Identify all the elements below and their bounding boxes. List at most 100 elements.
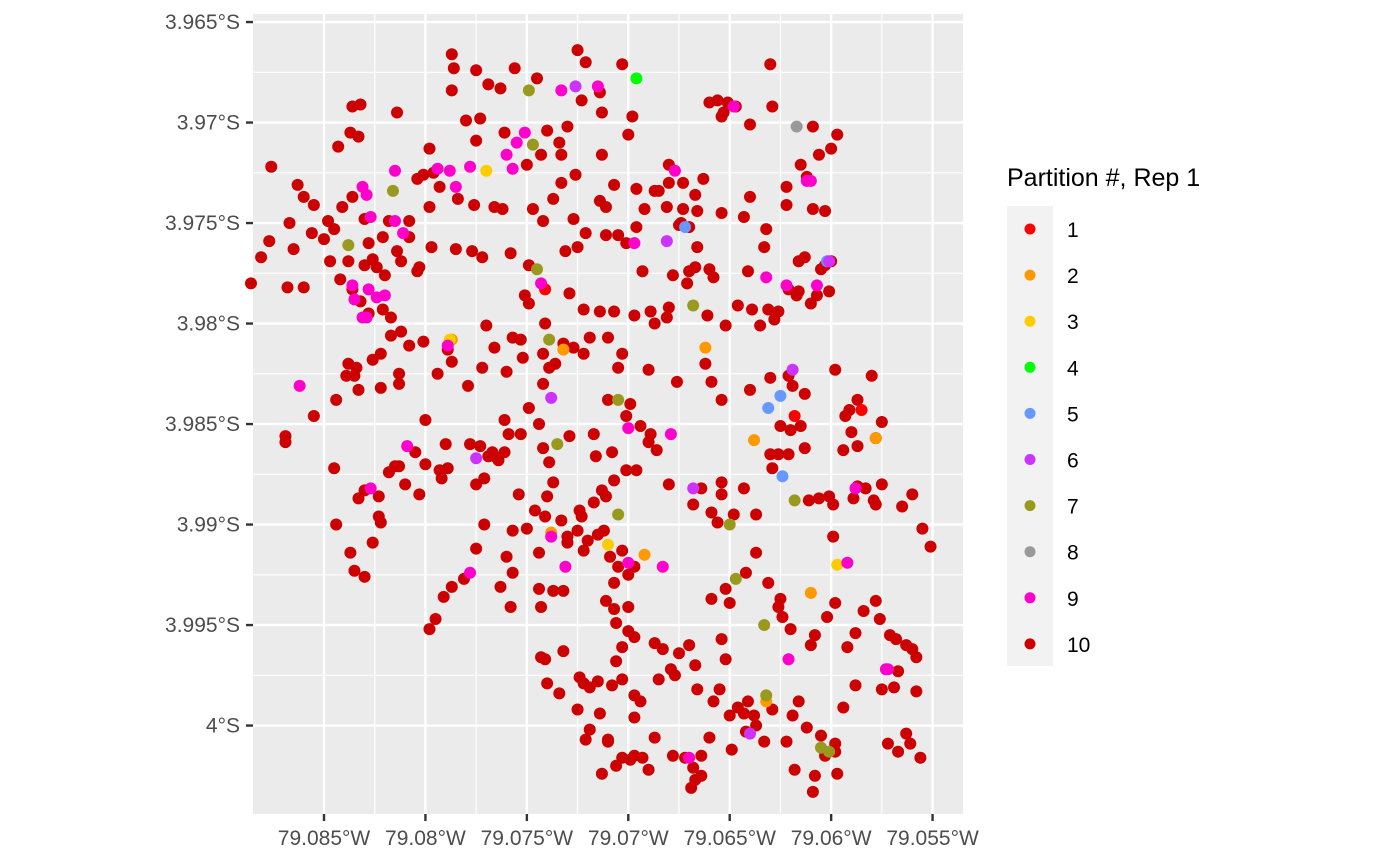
data-point-partition-10 bbox=[715, 476, 728, 489]
legend-label-5: 5 bbox=[1067, 403, 1079, 426]
legend-key-5 bbox=[1024, 407, 1036, 419]
data-point-partition-10 bbox=[593, 707, 606, 720]
data-point-partition-10 bbox=[648, 317, 661, 330]
data-point-partition-10 bbox=[812, 492, 825, 505]
data-point-partition-9 bbox=[804, 174, 817, 187]
data-point-partition-10 bbox=[376, 231, 389, 244]
data-point-partition-7 bbox=[760, 689, 773, 702]
data-point-partition-5 bbox=[774, 389, 787, 402]
data-point-partition-10 bbox=[328, 223, 341, 236]
data-point-partition-10 bbox=[703, 263, 716, 276]
legend-label-3: 3 bbox=[1067, 311, 1079, 334]
data-point-partition-10 bbox=[496, 202, 509, 215]
data-point-partition-10 bbox=[342, 255, 355, 268]
data-point-partition-10 bbox=[867, 494, 880, 507]
x-tick-label: 79.055°W bbox=[886, 827, 979, 850]
data-point-partition-10 bbox=[790, 289, 803, 302]
data-point-partition-10 bbox=[480, 319, 493, 332]
data-point-partition-10 bbox=[376, 303, 389, 316]
data-point-partition-10 bbox=[731, 701, 744, 714]
data-point-partition-9 bbox=[364, 482, 377, 495]
data-point-partition-10 bbox=[652, 673, 665, 686]
data-point-partition-10 bbox=[399, 478, 412, 491]
data-point-partition-10 bbox=[608, 602, 621, 615]
data-point-partition-6 bbox=[470, 452, 483, 465]
data-point-partition-10 bbox=[474, 440, 487, 453]
data-point-partition-10 bbox=[589, 450, 602, 463]
data-point-partition-9 bbox=[401, 440, 414, 453]
data-point-partition-10 bbox=[506, 566, 519, 579]
legend-label-10: 10 bbox=[1067, 634, 1090, 657]
data-point-partition-10 bbox=[904, 737, 917, 750]
data-point-partition-10 bbox=[687, 498, 700, 511]
data-point-partition-10 bbox=[620, 410, 633, 423]
data-point-partition-10 bbox=[395, 255, 408, 268]
data-point-partition-7 bbox=[758, 619, 771, 632]
data-point-partition-10 bbox=[875, 416, 888, 429]
data-point-partition-10 bbox=[451, 192, 464, 205]
data-point-partition-10 bbox=[754, 319, 767, 332]
data-point-partition-9 bbox=[727, 100, 740, 113]
data-point-partition-10 bbox=[571, 241, 584, 254]
data-point-partition-10 bbox=[587, 496, 600, 509]
data-point-partition-10 bbox=[758, 735, 771, 748]
data-point-partition-10 bbox=[348, 564, 361, 577]
data-point-partition-10 bbox=[265, 160, 278, 173]
data-point-partition-10 bbox=[573, 671, 586, 684]
data-point-partition-10 bbox=[802, 494, 815, 507]
data-point-partition-10 bbox=[559, 245, 572, 258]
data-point-partition-10 bbox=[283, 217, 296, 230]
data-point-partition-10 bbox=[557, 645, 570, 658]
data-point-partition-10 bbox=[374, 516, 387, 529]
data-point-partition-10 bbox=[330, 518, 343, 531]
data-point-partition-8 bbox=[790, 120, 803, 133]
data-point-partition-10 bbox=[413, 488, 426, 501]
legend-key-2 bbox=[1024, 269, 1036, 281]
data-point-partition-9 bbox=[841, 556, 854, 569]
data-point-partition-10 bbox=[255, 251, 268, 264]
data-point-partition-10 bbox=[595, 148, 608, 161]
data-point-partition-10 bbox=[431, 367, 444, 380]
y-tick-label: 3.97°S bbox=[177, 112, 240, 135]
data-point-partition-10 bbox=[425, 241, 438, 254]
data-point-partition-10 bbox=[593, 305, 606, 318]
data-point-partition-9 bbox=[849, 482, 862, 495]
legend-key-background bbox=[1007, 206, 1053, 666]
legend-label-6: 6 bbox=[1067, 450, 1079, 473]
data-point-partition-9 bbox=[535, 277, 548, 290]
data-point-partition-9 bbox=[364, 211, 377, 224]
data-point-partition-10 bbox=[711, 516, 724, 529]
data-point-partition-10 bbox=[602, 393, 614, 406]
data-point-partition-10 bbox=[794, 420, 807, 433]
data-point-partition-10 bbox=[715, 488, 728, 501]
data-point-partition-7 bbox=[723, 518, 736, 531]
data-point-partition-9 bbox=[346, 279, 359, 292]
data-point-partition-10 bbox=[715, 393, 728, 406]
data-point-partition-6 bbox=[786, 363, 799, 376]
legend-label-8: 8 bbox=[1067, 542, 1079, 565]
data-point-partition-10 bbox=[723, 709, 736, 722]
data-point-partition-10 bbox=[606, 446, 619, 459]
data-point-partition-10 bbox=[498, 126, 511, 139]
data-point-partition-10 bbox=[374, 381, 387, 394]
data-point-partition-10 bbox=[784, 424, 797, 437]
x-tick-label: 79.075°W bbox=[481, 827, 574, 850]
data-point-partition-10 bbox=[798, 442, 811, 455]
y-tick-label: 4°S bbox=[206, 715, 240, 738]
data-point-partition-10 bbox=[624, 753, 637, 766]
data-point-partition-10 bbox=[419, 458, 432, 471]
data-point-partition-10 bbox=[595, 767, 608, 780]
data-point-partition-10 bbox=[774, 420, 787, 433]
data-point-partition-10 bbox=[662, 301, 675, 314]
data-point-partition-9 bbox=[664, 428, 677, 441]
data-point-partition-10 bbox=[445, 355, 458, 368]
data-point-partition-10 bbox=[719, 582, 732, 595]
data-point-partition-10 bbox=[612, 560, 625, 573]
data-point-partition-10 bbox=[914, 751, 927, 764]
data-point-partition-10 bbox=[681, 277, 694, 290]
data-point-partition-9 bbox=[378, 289, 391, 302]
data-point-partition-10 bbox=[851, 440, 864, 453]
data-point-partition-10 bbox=[823, 285, 836, 298]
data-point-partition-10 bbox=[606, 679, 619, 692]
